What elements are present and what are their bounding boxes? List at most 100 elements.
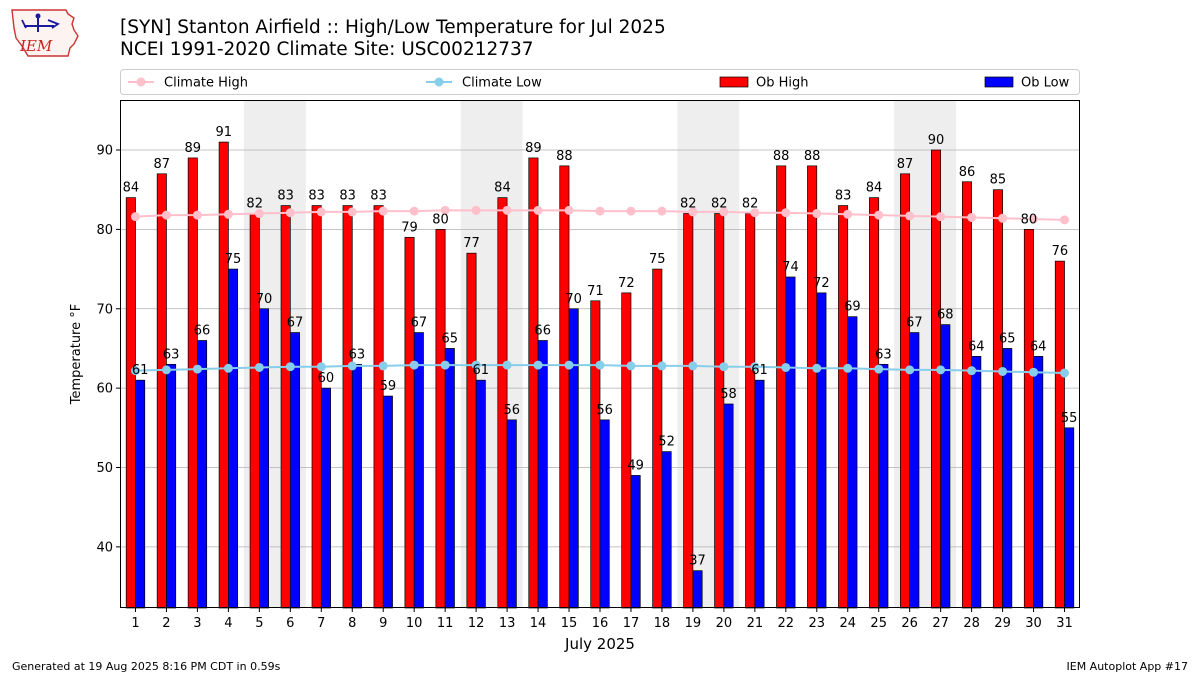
y-tick-label: 60 [96,382,113,397]
climate-high-point [843,209,853,219]
ob-high-label: 83 [308,189,325,204]
ob-high-label: 82 [711,197,728,212]
ob-high-bar [249,213,260,609]
ob-high-label: 82 [680,197,697,212]
legend-label: Ob High [756,76,809,91]
ob-high-bar [156,173,167,609]
climate-low-point [409,360,419,370]
legend-box [120,69,1080,95]
climate-high-point [1060,215,1070,225]
ob-high-bar [776,165,787,609]
ob-low-bar [475,379,486,609]
ob-high-bar [1023,229,1034,609]
ob-high-label: 85 [990,173,1007,188]
ob-high-label: 83 [339,189,356,204]
ob-high-bar [838,205,849,609]
ob-low-label: 60 [318,371,335,386]
climate-high-point [595,206,605,216]
climate-high-point [440,205,450,215]
x-tick-label: 3 [193,616,201,631]
ob-low-label: 69 [844,300,861,315]
climate-high-point [936,212,946,222]
ob-high-bar [373,205,384,609]
climate-high-point [285,208,295,218]
climate-high-point [161,210,171,220]
climate-high-point [471,205,481,215]
ob-low-label: 49 [627,458,644,473]
ob-low-label: 37 [689,554,706,569]
ob-high-bar [683,213,694,609]
climate-low-point [750,362,760,372]
ob-low-bar [785,276,796,609]
climate-low-point [533,360,543,370]
legend-bar-swatch [984,76,1014,88]
ob-low-bar [320,387,331,609]
climate-low-point [223,363,233,373]
climate-high-point [812,209,822,219]
ob-low-bar [847,316,858,609]
ob-high-label: 72 [618,276,635,291]
climate-low-point [130,366,140,376]
climate-low-point [161,365,171,375]
ob-low-bar [971,356,982,609]
ob-high-label: 89 [185,141,202,156]
y-tick-label: 70 [96,302,113,317]
ob-low-label: 66 [194,324,211,339]
y-tick-label: 50 [96,461,113,476]
ob-high-label: 77 [463,236,480,251]
climate-lines-group [130,205,1070,378]
climate-low-point [1029,367,1039,377]
x-tick-label: 31 [1056,616,1073,631]
ob-high-label: 84 [866,181,883,196]
x-tick-label: 23 [809,616,826,631]
x-tick-label: 29 [994,616,1011,631]
ob-low-label: 70 [256,292,273,307]
ob-low-label: 56 [503,403,520,418]
ob-high-label: 83 [835,189,852,204]
y-axis-label: Temperature °F [69,304,84,405]
climate-high-point [223,209,233,219]
ob-low-label: 63 [163,347,180,362]
ob-high-bar [187,157,198,609]
ob-low-label: 61 [132,363,149,378]
x-tick-label: 15 [561,616,578,631]
app-credit: IEM Autoplot App #17 [1066,660,1189,673]
x-tick-label: 1 [131,616,139,631]
climate-low-point [1060,368,1070,378]
iem-logo: IEM [11,9,79,57]
ob-low-bar [723,403,734,609]
legend-label: Climate Low [462,76,542,91]
ob-high-label: 90 [928,133,945,148]
climate-high-point [657,206,667,216]
chart-title: [SYN] Stanton Airfield :: High/Low Tempe… [120,17,666,38]
ob-low-bar [506,419,517,609]
x-tick-label: 26 [901,616,918,631]
ob-low-bar [1064,427,1075,609]
x-tick-label: 7 [317,616,325,631]
ob-low-label: 64 [968,339,985,354]
climate-high-point [409,206,419,216]
x-tick-label: 5 [255,616,263,631]
ob-low-bar [537,340,548,609]
x-tick-label: 12 [468,616,485,631]
ob-low-bar [754,379,765,609]
climate-high-point [874,210,884,220]
ob-low-label: 65 [999,331,1016,346]
plot-frame [120,100,1080,608]
ob-low-bar [568,308,579,609]
climate-low-point [967,366,977,376]
ob-high-label: 86 [959,165,976,180]
ob-high-label: 83 [277,189,294,204]
climate-low-point [440,360,450,370]
x-tick-label: 28 [963,616,980,631]
x-tick-label: 4 [224,616,232,631]
ob-high-bar [466,252,477,609]
ob-high-bar [900,173,911,609]
x-tick-label: 17 [623,616,640,631]
ob-low-label: 64 [1030,339,1047,354]
ob-high-label: 80 [432,212,449,227]
climate-low-point [688,361,698,371]
ob-low-bar [413,332,424,609]
climate-high-point [564,205,574,215]
